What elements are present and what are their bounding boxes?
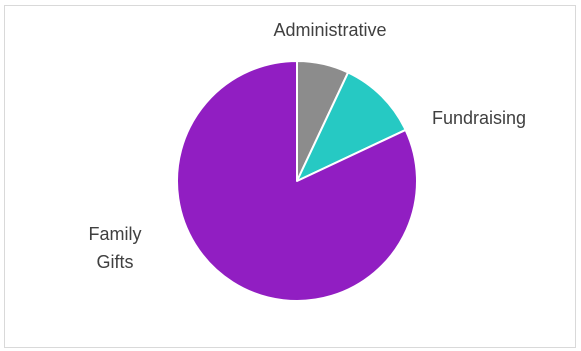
pie-slices	[176, 60, 418, 302]
pie-label-fundraising: Fundraising	[432, 108, 526, 128]
pie-slice-family-gifts	[176, 60, 418, 302]
pie-slice-fundraising	[296, 71, 407, 182]
pie-label-administrative: Administrative	[273, 20, 386, 40]
pie-label-family-gifts: Family Gifts	[89, 224, 142, 272]
pie-labels: Administrative Fundraising Family Gifts	[89, 20, 527, 272]
